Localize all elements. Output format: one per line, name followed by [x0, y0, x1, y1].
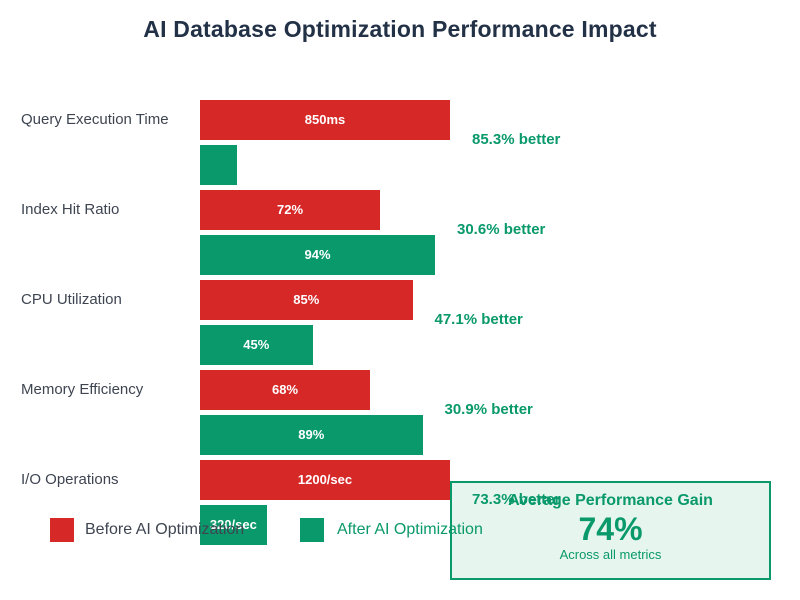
bar-after: 94%: [200, 235, 435, 275]
bar-before: 85%: [200, 280, 413, 320]
bar-before: 1200/sec: [200, 460, 450, 500]
summary-subtitle: Across all metrics: [559, 547, 662, 562]
bar-before-value: 72%: [276, 202, 304, 217]
summary-value: 74%: [578, 511, 643, 547]
bar-after-value: [200, 145, 237, 185]
metric-label: Memory Efficiency: [21, 381, 144, 398]
metric-label: Query Execution Time: [21, 111, 169, 128]
bar-before-value: 850ms: [304, 112, 346, 127]
bar-after-value: 89%: [298, 427, 325, 442]
improvement-label: 30.9% better: [444, 401, 533, 418]
bar-after: 89%: [200, 415, 423, 455]
bar-after-value: 94%: [304, 247, 331, 262]
bar-after: [200, 145, 237, 185]
bar-after: 320/sec: [200, 505, 267, 545]
metric-label: I/O Operations: [21, 471, 119, 488]
improvement-label: 30.6% better: [457, 221, 546, 238]
summary-title: Average Performance Gain: [508, 492, 713, 509]
legend-swatch-before: [50, 518, 74, 542]
summary-box: Average Performance Gain 74% Across all …: [450, 481, 771, 580]
chart-title: AI Database Optimization Performance Imp…: [143, 16, 657, 42]
legend-label-before: Before AI Optimization: [85, 521, 245, 538]
improvement-label: 85.3% better: [472, 131, 561, 148]
improvement-label: 73.3% better: [472, 491, 561, 508]
metric-label: Index Hit Ratio: [21, 201, 120, 218]
bar-before: 68%: [200, 370, 370, 410]
bar-before-value: 68%: [271, 382, 299, 397]
legend-label-after: After AI Optimization: [337, 521, 483, 538]
metric-label: CPU Utilization: [21, 291, 122, 308]
bar-before: 850ms: [200, 100, 450, 140]
bar-after-value: 320/sec: [209, 517, 257, 532]
bar-after-value: 45%: [243, 337, 270, 352]
bar-before-value: 85%: [293, 292, 320, 307]
legend-swatch-after: [300, 518, 324, 542]
improvement-label: 47.1% better: [434, 311, 523, 328]
bar-before-value: 1200/sec: [297, 472, 353, 487]
bar-after: 45%: [200, 325, 313, 365]
bar-before: 72%: [200, 190, 380, 230]
